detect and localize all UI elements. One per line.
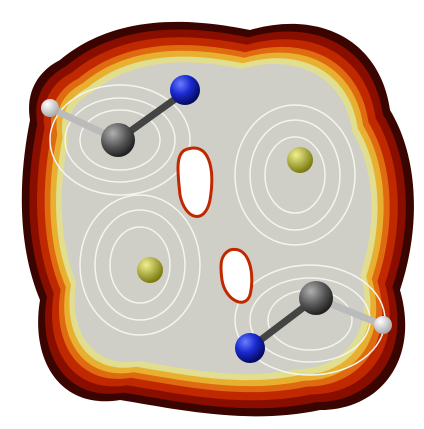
nitrogen-atom	[170, 75, 200, 105]
sulfur-atom	[287, 147, 313, 173]
molecule-render	[0, 0, 424, 429]
nitrogen-atom	[235, 333, 265, 363]
carbon-atom	[101, 123, 135, 157]
hydrogen-atom	[374, 316, 392, 334]
density-layers	[22, 22, 414, 417]
hydrogen-atom	[41, 99, 59, 117]
sulfur-atom	[137, 257, 163, 283]
carbon-atom	[299, 281, 333, 315]
